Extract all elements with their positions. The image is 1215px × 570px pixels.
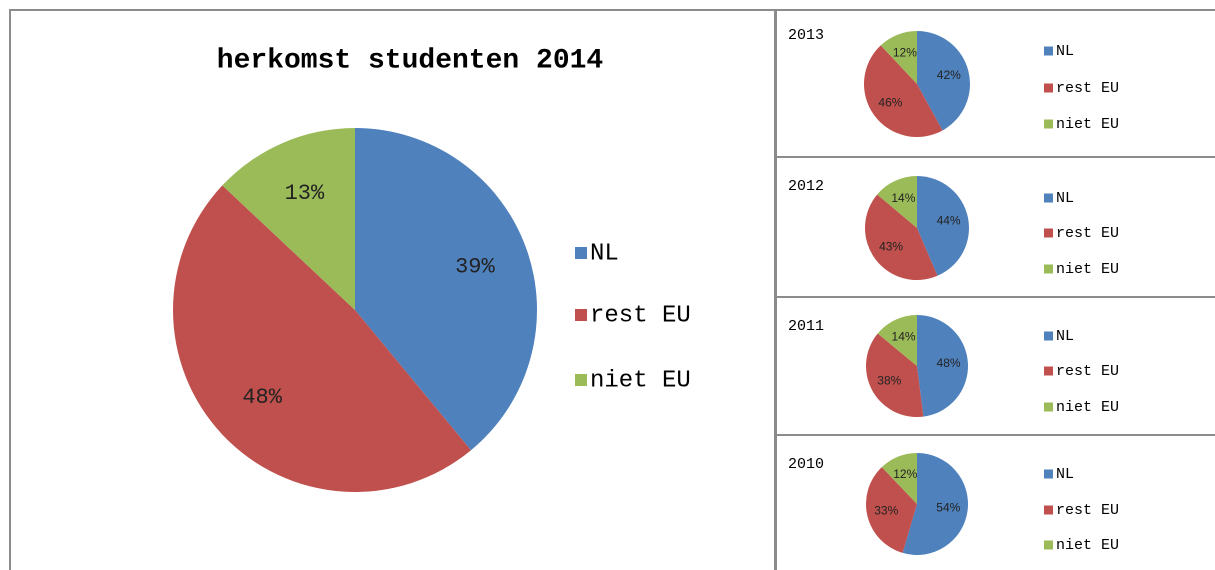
pie-slice: [917, 31, 971, 131]
legend-label: rest EU: [590, 302, 691, 329]
data-label: 14%: [891, 191, 915, 205]
legend-label: rest EU: [1056, 80, 1119, 97]
legend-label: NL: [1056, 190, 1074, 207]
panel: [775, 9, 1215, 158]
legend-swatch: [1044, 264, 1053, 274]
chart-title: 2013: [788, 27, 824, 44]
legend-label: niet EU: [1056, 399, 1119, 416]
legend-label: NL: [1056, 328, 1074, 345]
pie-slice: [877, 315, 917, 366]
data-label: 39%: [455, 255, 495, 280]
legend-label: niet EU: [1056, 261, 1119, 278]
pie-slice: [877, 176, 917, 228]
legend-swatch: [1044, 119, 1053, 129]
legend-label: niet EU: [1056, 116, 1119, 133]
legend-swatch: [1044, 331, 1053, 341]
legend-swatch: [575, 309, 587, 321]
pie-slice: [865, 194, 938, 280]
pie-slice: [902, 453, 968, 555]
data-label: 43%: [879, 239, 903, 253]
legend-label: rest EU: [1056, 225, 1119, 242]
legend-swatch: [1044, 540, 1053, 550]
legend-swatch: [1044, 366, 1053, 376]
legend-swatch: [1044, 83, 1053, 93]
legend-label: niet EU: [1056, 537, 1119, 554]
pie-slice: [881, 453, 917, 504]
pie-slice: [866, 333, 924, 418]
legend-label: NL: [1056, 43, 1074, 60]
data-label: 14%: [892, 330, 916, 344]
data-label: 38%: [877, 373, 901, 387]
legend-swatch: [1044, 228, 1053, 238]
data-label: 12%: [893, 46, 917, 60]
data-label: 13%: [285, 181, 325, 206]
pie-slice: [917, 176, 970, 276]
legend-swatch: [575, 247, 587, 259]
data-label: 42%: [937, 68, 961, 82]
legend-label: NL: [1056, 466, 1074, 483]
panel: [775, 156, 1215, 298]
legend-swatch: [1044, 505, 1053, 515]
panel: [775, 296, 1215, 436]
data-label: 46%: [878, 95, 902, 109]
pie-slice: [863, 45, 943, 138]
data-label: 33%: [874, 504, 898, 518]
legend-label: rest EU: [1056, 363, 1119, 380]
data-label: 48%: [937, 356, 961, 370]
pie-slice: [866, 467, 917, 553]
legend-swatch: [1044, 402, 1053, 412]
legend-swatch: [1044, 193, 1053, 203]
legend-swatch: [1044, 469, 1053, 479]
chart-title: herkomst studenten 2014: [217, 45, 603, 76]
pie-slice: [880, 31, 917, 84]
chart-title: 2012: [788, 178, 824, 195]
pie-slice: [355, 128, 538, 451]
chart-title: 2010: [788, 456, 824, 473]
pie-slice: [917, 314, 969, 417]
legend-swatch: [575, 374, 587, 386]
legend-label: niet EU: [590, 367, 691, 394]
data-label: 12%: [893, 467, 917, 481]
legend-swatch: [1044, 46, 1053, 56]
legend-label: NL: [590, 240, 619, 267]
pie-slice: [222, 128, 355, 310]
chart-title: 2011: [788, 318, 824, 335]
legend-label: rest EU: [1056, 502, 1119, 519]
pie-slice: [173, 185, 472, 493]
data-label: 54%: [936, 501, 960, 515]
data-label: 44%: [937, 214, 961, 228]
data-label: 48%: [242, 385, 282, 410]
panel: [775, 434, 1215, 570]
